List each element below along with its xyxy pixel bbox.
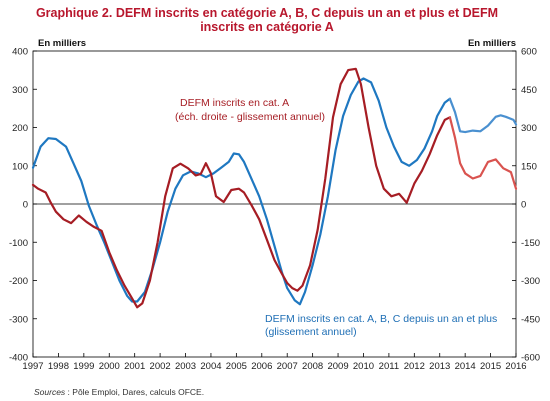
- left-tick-label: -400: [9, 353, 28, 364]
- left-tick-label: 200: [12, 123, 28, 134]
- x-tick-label: 2002: [150, 361, 171, 372]
- left-axis-ticks: 400 300 200 100 0 -100 -200 -300 -400: [9, 47, 37, 364]
- source-note: Sources : Pôle Emploi, Dares, calculs OF…: [34, 387, 204, 397]
- x-tick-label: 1999: [73, 361, 94, 372]
- x-tick-label: 2012: [404, 361, 425, 372]
- annotation-red-line-2: (éch. droite - glissement annuel): [175, 111, 325, 123]
- left-tick-label: -300: [9, 314, 28, 325]
- right-tick-label: 0: [521, 200, 526, 211]
- right-tick-label: 450: [521, 85, 537, 96]
- right-tick-label: -300: [521, 276, 540, 287]
- annotation-red-line-1: DEFM inscrits en cat. A: [180, 97, 289, 109]
- x-tick-label: 2013: [429, 361, 450, 372]
- right-tick-label: 150: [521, 161, 537, 172]
- left-tick-label: -100: [9, 238, 28, 249]
- left-tick-label: 0: [23, 200, 28, 211]
- annotation-blue-line-1: DEFM inscrits en cat. A, B, C depuis un …: [265, 313, 497, 325]
- series-line-1: [448, 97, 518, 134]
- x-tick-label: 2006: [251, 361, 272, 372]
- left-axis-unit: En milliers: [38, 38, 86, 49]
- chart-title-line-1: Graphique 2. DEFM inscrits en catégorie …: [36, 6, 498, 20]
- x-tick-label: 2009: [327, 361, 348, 372]
- x-tick-label: 2008: [302, 361, 323, 372]
- x-tick-label: 2010: [353, 361, 374, 372]
- left-tick-label: 300: [12, 85, 28, 96]
- series-line-2: [31, 67, 451, 309]
- x-tick-label: 2007: [277, 361, 298, 372]
- x-tick-label: 2011: [379, 361, 399, 372]
- right-tick-label: 300: [521, 123, 537, 134]
- left-tick-label: 400: [12, 47, 28, 58]
- left-tick-label: -200: [9, 276, 28, 287]
- x-tick-label: 2000: [99, 361, 120, 372]
- chart-title-line-2: inscrits en catégorie A: [200, 20, 334, 34]
- x-tick-label: 2004: [200, 361, 221, 372]
- x-tick-label: 2016: [505, 361, 526, 372]
- series-line-3: [448, 116, 518, 190]
- x-tick-label: 1998: [48, 361, 69, 372]
- x-axis-ticks: 1997 1998 1999 2000 2001 2002 2003 2004 2005 2006…: [22, 353, 527, 372]
- x-tick-label: 2015: [480, 361, 501, 372]
- source-text: : Pôle Emploi, Dares, calculs OFCE.: [65, 387, 204, 397]
- x-tick-label: 2005: [226, 361, 247, 372]
- x-tick-label: 2003: [175, 361, 196, 372]
- left-tick-label: 100: [12, 161, 28, 172]
- source-label: Sources: [34, 387, 66, 397]
- x-tick-label: 2014: [455, 361, 476, 372]
- right-tick-label: -450: [521, 314, 540, 325]
- x-tick-label: 2001: [124, 361, 145, 372]
- annotation-blue-line-2: (glissement annuel): [265, 326, 357, 338]
- right-axis-unit: En milliers: [468, 38, 516, 49]
- right-tick-label: 600: [521, 47, 537, 58]
- series-layer: [31, 67, 518, 309]
- right-tick-label: -600: [521, 353, 540, 364]
- x-tick-label: 1997: [22, 361, 43, 372]
- right-tick-label: -150: [521, 238, 540, 249]
